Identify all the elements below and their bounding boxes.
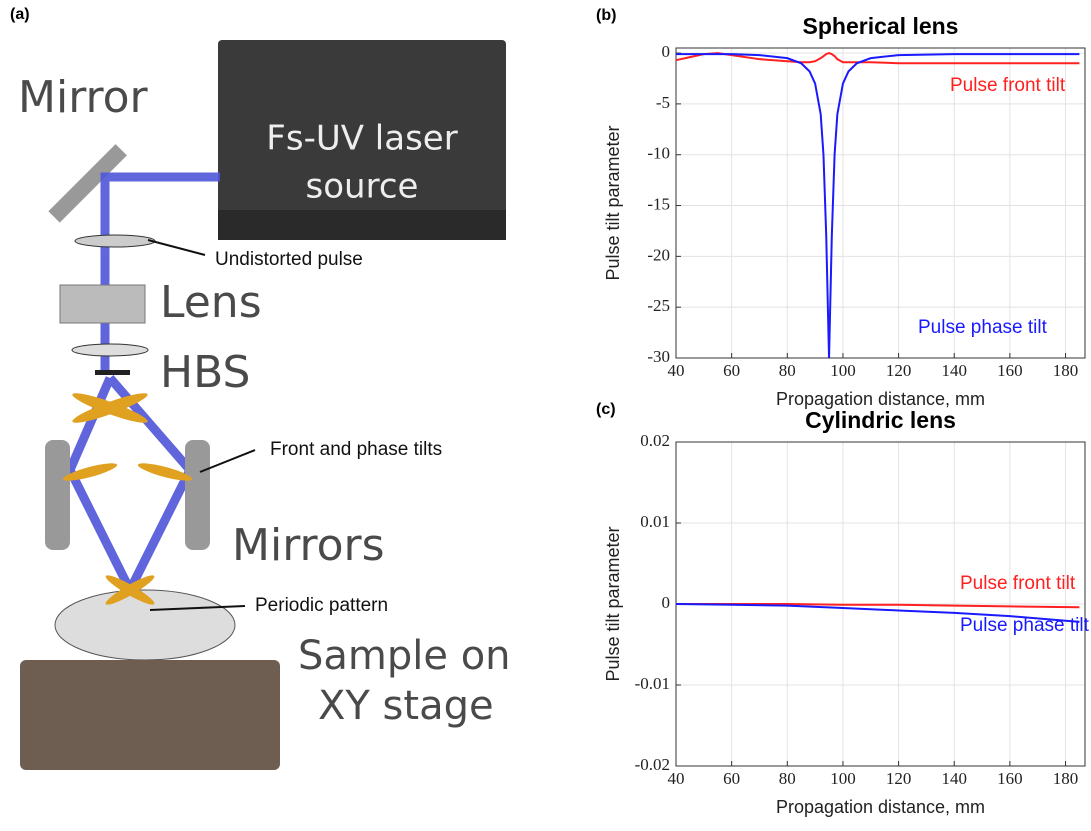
- y-tick-label: -15: [647, 194, 670, 213]
- label: Periodic pattern: [255, 595, 388, 616]
- series-label: Pulse phase tilt: [918, 317, 1048, 338]
- mirror-right: [185, 440, 210, 550]
- label: Sample on: [298, 633, 511, 679]
- x-tick-label: 120: [886, 361, 912, 380]
- y-tick-label: -5: [656, 93, 670, 112]
- y-axis-label: Pulse tilt parameter: [603, 125, 623, 280]
- y-tick-label: 0: [662, 593, 671, 612]
- x-tick-label: 40: [668, 361, 685, 380]
- hbs: [95, 370, 130, 375]
- panel-label: (a): [10, 6, 30, 23]
- y-tick-label: 0.01: [640, 512, 670, 531]
- x-axis-label: Propagation distance, mm: [776, 389, 985, 409]
- y-tick-label: -25: [647, 296, 670, 315]
- mirror-left: [45, 440, 70, 550]
- laser-base: [218, 210, 506, 240]
- x-tick-label: 140: [941, 361, 967, 380]
- pulse-ellipse: [75, 235, 155, 247]
- series-label: Pulse front tilt: [950, 75, 1066, 96]
- figure: (a) Mirror Fs-UV laser source Undistorte…: [0, 0, 1091, 831]
- x-tick-label: 100: [830, 361, 856, 380]
- series-label: Pulse front tilt: [960, 573, 1076, 594]
- label: XY stage: [318, 683, 494, 729]
- series-line: [676, 54, 1079, 358]
- x-tick-label: 120: [886, 769, 912, 788]
- x-tick-label: 60: [723, 769, 740, 788]
- y-tick-label: 0: [662, 42, 671, 61]
- label: Fs-UV laser: [266, 119, 457, 159]
- x-tick-label: 80: [779, 769, 796, 788]
- y-tick-label: -10: [647, 144, 670, 163]
- x-tick-label: 160: [997, 769, 1023, 788]
- label: Undistorted pulse: [215, 249, 363, 270]
- lens: [60, 285, 145, 323]
- x-tick-label: 180: [1053, 361, 1079, 380]
- mirror: [48, 144, 126, 222]
- label: Mirror: [18, 72, 149, 123]
- label: Front and phase tilts: [270, 439, 442, 460]
- x-tick-label: 80: [779, 361, 796, 380]
- x-tick-label: 60: [723, 361, 740, 380]
- y-tick-label: -0.01: [635, 674, 670, 693]
- panel-label: (c): [596, 401, 616, 418]
- label: Lens: [160, 277, 262, 328]
- x-tick-label: 40: [668, 769, 685, 788]
- x-tick-label: 180: [1053, 769, 1079, 788]
- series-label: Pulse phase tilt: [960, 615, 1090, 636]
- label: source: [306, 167, 419, 207]
- x-tick-label: 100: [830, 769, 856, 788]
- pulse-ellipse: [72, 344, 148, 356]
- setup-diagram: (a) Mirror Fs-UV laser source Undistorte…: [10, 6, 511, 770]
- chart-title: Cylindric lens: [805, 407, 956, 433]
- label: Mirrors: [232, 520, 385, 571]
- panel-label: (b): [596, 7, 616, 24]
- x-tick-label: 140: [941, 769, 967, 788]
- y-tick-label: -20: [647, 245, 670, 264]
- x-tick-label: 160: [997, 361, 1023, 380]
- y-tick-label: 0.02: [640, 431, 670, 450]
- xy-stage: [20, 660, 280, 770]
- y-tick-label: -0.02: [635, 755, 670, 774]
- x-axis-label: Propagation distance, mm: [776, 797, 985, 817]
- y-axis-label: Pulse tilt parameter: [603, 526, 623, 681]
- chart-title: Spherical lens: [803, 13, 959, 39]
- label: HBS: [160, 347, 250, 398]
